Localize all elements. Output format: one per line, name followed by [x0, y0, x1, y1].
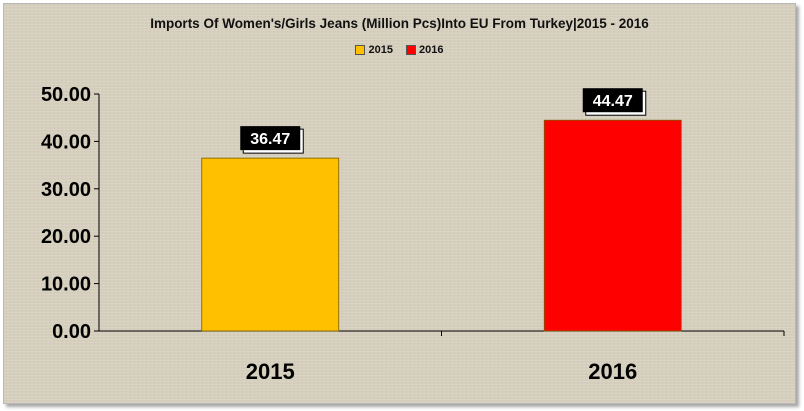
bar-2016 [543, 119, 682, 332]
y-tick-label: 40.00 [41, 131, 91, 153]
legend-item-2016: 2016 [406, 44, 444, 56]
y-tick-label: 10.00 [41, 274, 91, 296]
legend-swatch-2016 [406, 45, 417, 55]
data-labels: 36.47 44.47 [240, 88, 647, 154]
chart-title: Imports Of Women's/Girls Jeans (Million … [150, 16, 649, 31]
bar-2015 [201, 157, 340, 332]
data-label: 44.47 [593, 93, 633, 110]
y-tick-label: 20.00 [41, 226, 91, 248]
legend-item-2015: 2015 [355, 44, 393, 56]
x-tick-label: 2016 [588, 359, 637, 384]
y-tick-label: 50.00 [41, 84, 91, 106]
y-ticks: 0.00 10.00 20.00 30.00 40.00 50.00 [41, 84, 99, 343]
bar-chart: 0.00 10.00 20.00 30.00 40.00 50.00 2015 2016 3… [41, 84, 785, 384]
y-tick-label: 0.00 [52, 321, 91, 343]
y-tick-label: 30.00 [41, 179, 91, 201]
data-label-box [240, 126, 301, 151]
legend-label-2016: 2016 [419, 44, 444, 56]
bars [201, 119, 682, 332]
data-label: 36.47 [250, 131, 290, 148]
legend-label-2015: 2015 [368, 44, 393, 56]
legend-swatch-2015 [355, 45, 366, 55]
x-tick-label: 2015 [246, 359, 295, 384]
data-label-box [582, 88, 643, 113]
x-ticks: 2015 2016 [246, 331, 785, 384]
legend: 2015 2016 [4, 44, 795, 58]
chart-frame: Imports Of Women's/Girls Jeans (Million … [3, 3, 796, 404]
